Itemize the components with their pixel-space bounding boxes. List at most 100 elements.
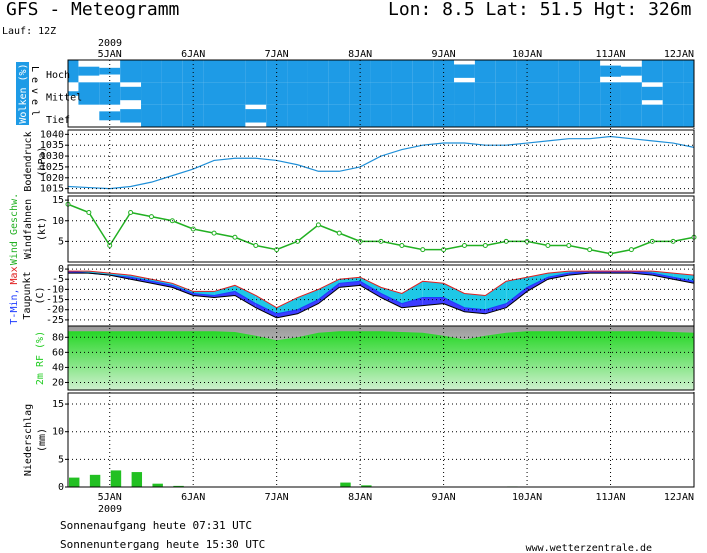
- cloud-cell: [99, 82, 121, 105]
- range-fill: [506, 277, 528, 304]
- panel-frame: [67, 392, 695, 488]
- series-label: Taupunkt: [22, 271, 33, 319]
- cloud-cell: [99, 111, 121, 121]
- level-axis-label: Level: [29, 66, 40, 121]
- cloud-cell: [78, 66, 100, 76]
- y-tick-label: 80: [52, 332, 64, 343]
- cloud-cell: [224, 60, 246, 83]
- cloud-cell: [349, 104, 371, 127]
- ylabel: (C): [35, 286, 46, 304]
- cloud-cell: [600, 65, 621, 77]
- year-bottom: 2009: [98, 504, 122, 515]
- pressure-line: [67, 135, 695, 190]
- cloud-cell: [620, 104, 642, 127]
- wind-point: [232, 234, 238, 240]
- wind-point: [211, 230, 217, 236]
- dew-fill: [255, 303, 277, 318]
- x-tick-label-top: 5JAN: [98, 49, 122, 60]
- cloud-cell: [495, 104, 517, 127]
- cloud-cell: [391, 104, 413, 127]
- cloud-cell: [579, 60, 601, 83]
- precip-bar: [152, 483, 163, 487]
- run: Lauf: 12Z: [2, 26, 56, 37]
- x-tick-label-top: 7JAN: [265, 49, 289, 60]
- y-tick-label: 0: [58, 264, 64, 275]
- range-fill: [193, 291, 215, 296]
- series-label: T-Min, Max: [9, 266, 20, 324]
- cloud-cell: [683, 60, 694, 83]
- wind-point: [295, 238, 301, 244]
- y-tick-label: -15: [46, 295, 64, 306]
- cloud-cell: [224, 104, 246, 127]
- series-label: T-Min,: [9, 288, 20, 324]
- cloud-cell: [495, 60, 517, 83]
- cloud-cell: [203, 82, 225, 105]
- range-fill: [88, 271, 110, 276]
- precip-bar: [340, 482, 351, 487]
- ylabel: Windfahnen: [23, 199, 34, 259]
- cloud-cell: [287, 104, 308, 127]
- cloud-cell: [641, 86, 663, 101]
- dew-fill: [360, 281, 381, 298]
- cloud-cell: [161, 82, 183, 105]
- x-tick-label-top: 10JAN: [512, 49, 542, 60]
- dew-fill: [297, 299, 319, 314]
- panel-frame: [67, 195, 695, 263]
- cloud-cell: [662, 82, 684, 105]
- y-tick-label: -25: [46, 315, 64, 326]
- dew-fill: [610, 271, 632, 274]
- temp-line: [68, 270, 695, 309]
- dew-fill: [401, 297, 423, 308]
- x-tick-label-top: 11JAN: [595, 49, 625, 60]
- cloud-cell: [203, 60, 225, 83]
- dew-fill: [631, 271, 653, 276]
- y-tick-label: 20: [52, 377, 64, 388]
- level-label: Mittel: [46, 93, 82, 104]
- wind-point: [587, 247, 593, 253]
- x-tick-label-top: 9JAN: [432, 49, 456, 60]
- wind-point: [524, 238, 530, 244]
- panel-frame: [67, 59, 695, 128]
- cloud-cell: [78, 82, 100, 105]
- range-fill: [401, 281, 423, 304]
- wind-point: [441, 247, 447, 253]
- cloud-cell: [182, 82, 204, 105]
- x-tick-label: 9JAN: [432, 492, 456, 503]
- cloud-cell: [349, 60, 371, 83]
- x-tick-label: 11JAN: [595, 492, 625, 503]
- cloud-cell: [391, 60, 413, 83]
- year-top: 2009: [98, 38, 122, 49]
- ylabel: (hPa): [37, 146, 48, 176]
- wind-point: [315, 222, 321, 228]
- ylabel: Wolken (%): [18, 63, 29, 123]
- cloud-cell: [203, 104, 225, 127]
- wind-point: [482, 243, 488, 248]
- ylabel: (kt): [37, 217, 48, 241]
- cloud-cell: [245, 60, 267, 83]
- y-tick-label: 1040: [40, 129, 64, 140]
- y-tick-label: 15: [52, 195, 64, 206]
- cloud-cell: [287, 60, 308, 83]
- cloud-cell: [266, 82, 288, 105]
- cloud-cell: [474, 82, 496, 105]
- precip-bar: [89, 474, 101, 487]
- cloud-cell: [537, 104, 559, 127]
- cloud-cell: [620, 66, 642, 76]
- cloud-cell: [683, 82, 694, 105]
- cloud-cell: [161, 60, 183, 83]
- x-tick-label-top: 8JAN: [348, 49, 372, 60]
- cloud-cell: [287, 82, 308, 105]
- cloud-cell: [454, 104, 475, 127]
- dew-fill: [568, 271, 590, 276]
- cloud-cell: [412, 60, 434, 83]
- y-tick-label: -5: [52, 274, 64, 285]
- wind-point: [670, 238, 676, 244]
- wind-point: [420, 247, 426, 253]
- cloud-cell: [516, 104, 538, 127]
- wind-point: [608, 251, 614, 257]
- cloud-cell: [391, 82, 413, 105]
- ylabel: Niederschlag: [23, 404, 34, 476]
- cloud-cell: [558, 104, 580, 127]
- site: www.wetterzentrale.de: [526, 543, 652, 553]
